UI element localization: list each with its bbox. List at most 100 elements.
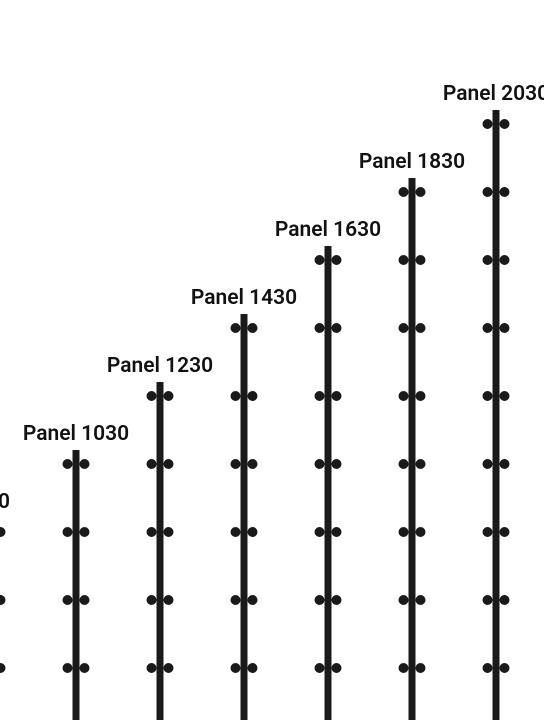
bead-icon <box>248 459 258 469</box>
bead-icon <box>315 323 325 333</box>
bead-icon <box>0 663 6 673</box>
post-label: 830 <box>0 490 10 514</box>
bead-icon <box>147 391 157 401</box>
post-label: Panel 1030 <box>23 422 129 446</box>
bead-icon <box>399 663 409 673</box>
bead-icon <box>483 391 493 401</box>
bead-pair <box>63 527 90 537</box>
post-line <box>325 246 332 720</box>
bead-pair <box>315 255 342 265</box>
bead-icon <box>231 527 241 537</box>
bead-icon <box>231 459 241 469</box>
bead-pair <box>231 663 258 673</box>
post-label: Panel 1430 <box>191 286 297 310</box>
bead-icon <box>164 459 174 469</box>
bead-pair <box>483 459 510 469</box>
bead-icon <box>248 595 258 605</box>
bead-icon <box>63 663 73 673</box>
bead-icon <box>399 187 409 197</box>
bead-icon <box>332 595 342 605</box>
bead-pair <box>483 255 510 265</box>
bead-icon <box>500 255 510 265</box>
bead-icon <box>80 527 90 537</box>
bead-icon <box>416 391 426 401</box>
bead-icon <box>399 323 409 333</box>
bead-icon <box>315 527 325 537</box>
bead-icon <box>332 459 342 469</box>
bead-icon <box>63 527 73 537</box>
bead-icon <box>483 595 493 605</box>
bead-icon <box>231 663 241 673</box>
bead-pair <box>399 663 426 673</box>
bead-icon <box>332 255 342 265</box>
bead-pair <box>231 459 258 469</box>
bead-icon <box>483 255 493 265</box>
bead-icon <box>332 391 342 401</box>
bead-icon <box>416 255 426 265</box>
post-label: Panel 2030 <box>443 82 544 106</box>
bead-icon <box>315 459 325 469</box>
bead-icon <box>483 119 493 129</box>
bead-icon <box>63 595 73 605</box>
bead-icon <box>483 527 493 537</box>
bead-icon <box>416 323 426 333</box>
bead-pair <box>399 255 426 265</box>
bead-pair <box>0 527 6 537</box>
bead-icon <box>315 391 325 401</box>
bead-icon <box>147 459 157 469</box>
post-line <box>73 450 80 720</box>
bead-icon <box>248 663 258 673</box>
bead-pair <box>399 459 426 469</box>
bead-icon <box>399 255 409 265</box>
bead-pair <box>147 595 174 605</box>
bead-icon <box>483 323 493 333</box>
bead-icon <box>416 459 426 469</box>
bead-pair <box>231 595 258 605</box>
bead-pair <box>483 663 510 673</box>
bead-pair <box>0 595 6 605</box>
bead-icon <box>500 527 510 537</box>
bead-icon <box>315 595 325 605</box>
bead-icon <box>147 595 157 605</box>
bead-icon <box>80 459 90 469</box>
bead-pair <box>63 663 90 673</box>
bead-pair <box>315 391 342 401</box>
post-label: Panel 1230 <box>107 354 213 378</box>
bead-pair <box>483 323 510 333</box>
bead-icon <box>483 459 493 469</box>
bead-icon <box>483 663 493 673</box>
post-line <box>493 110 500 720</box>
bead-icon <box>416 527 426 537</box>
bead-icon <box>332 663 342 673</box>
bead-pair <box>231 391 258 401</box>
bead-icon <box>0 527 6 537</box>
bead-icon <box>500 119 510 129</box>
bead-icon <box>231 323 241 333</box>
bead-pair <box>63 595 90 605</box>
bead-pair <box>399 323 426 333</box>
post-label: Panel 1630 <box>275 218 381 242</box>
bead-pair <box>315 527 342 537</box>
bead-icon <box>399 391 409 401</box>
bead-icon <box>164 595 174 605</box>
bead-icon <box>500 187 510 197</box>
bead-icon <box>500 663 510 673</box>
bead-pair <box>483 119 510 129</box>
post-label: Panel 1830 <box>359 150 465 174</box>
bead-icon <box>416 187 426 197</box>
bead-pair <box>399 187 426 197</box>
bead-icon <box>147 527 157 537</box>
bead-icon <box>147 663 157 673</box>
bead-pair <box>315 595 342 605</box>
bead-icon <box>248 391 258 401</box>
bead-icon <box>500 595 510 605</box>
bead-icon <box>500 323 510 333</box>
bead-icon <box>80 663 90 673</box>
bead-icon <box>399 595 409 605</box>
bead-icon <box>483 187 493 197</box>
bead-icon <box>416 663 426 673</box>
bead-icon <box>500 391 510 401</box>
panel-height-diagram: 830 Panel 1030 Panel 1230 Panel 1430 Panel 1… <box>0 0 544 720</box>
bead-icon <box>164 527 174 537</box>
bead-icon <box>315 663 325 673</box>
